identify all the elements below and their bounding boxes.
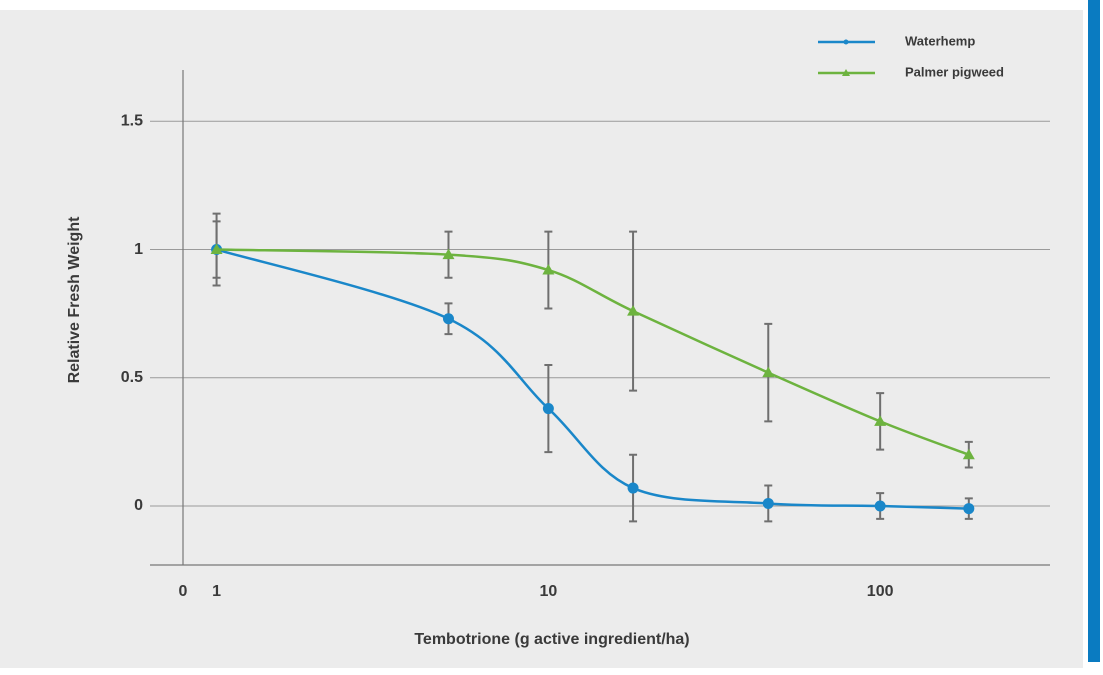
data-point <box>210 243 223 255</box>
data-point <box>627 305 640 316</box>
data-point <box>762 366 775 378</box>
data-point <box>962 448 975 460</box>
x-tick-label: 10 <box>539 583 557 600</box>
data-point <box>627 482 639 494</box>
data-point <box>542 264 555 275</box>
data-point <box>442 248 455 260</box>
legend-marker <box>843 39 849 45</box>
y-tick-label: 1.5 <box>121 113 143 130</box>
data-point <box>762 497 774 509</box>
data-point <box>874 415 887 426</box>
data-point <box>442 313 454 325</box>
data-point <box>874 500 886 512</box>
x-origin-label: 0 <box>179 583 188 600</box>
y-tick-label: 0.5 <box>121 369 143 386</box>
y-tick-label: 0 <box>134 497 143 514</box>
legend-marker <box>842 69 850 76</box>
legend-label: Waterhemp <box>905 33 975 48</box>
x-tick-label: 100 <box>867 583 894 600</box>
data-point <box>542 403 554 415</box>
y-axis-title: Relative Fresh Weight <box>66 216 83 384</box>
y-tick-label: 1 <box>134 241 143 258</box>
side-bar <box>1088 0 1100 662</box>
x-tick-label: 1 <box>212 583 221 600</box>
data-point <box>963 503 975 515</box>
panel-background <box>0 10 1083 668</box>
legend-label: Palmer pigweed <box>905 64 1004 79</box>
x-axis-title: Tembotrione (g active ingredient/ha) <box>414 631 689 648</box>
series-line <box>216 248 969 510</box>
